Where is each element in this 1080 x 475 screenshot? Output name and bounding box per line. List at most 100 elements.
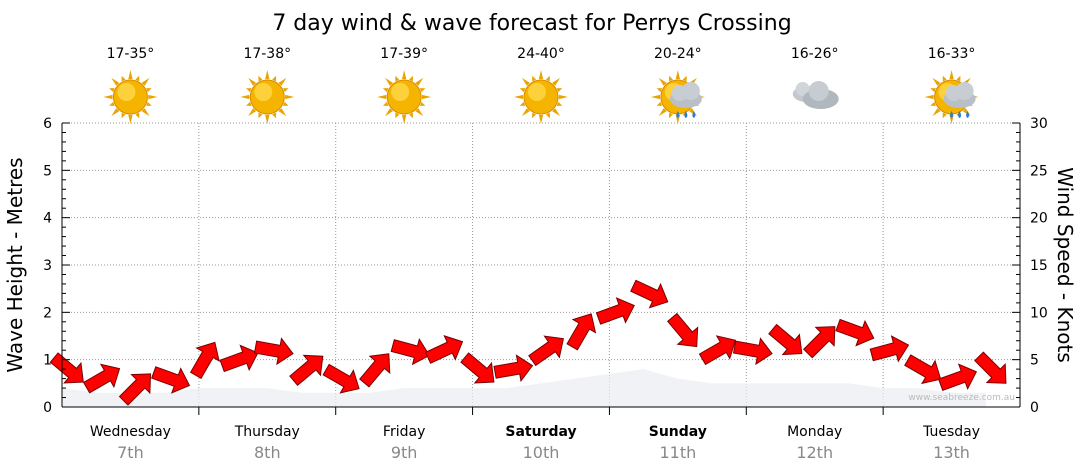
sun-ray: [658, 77, 667, 86]
wind-arrow: [937, 363, 978, 392]
sun-ray: [258, 112, 263, 119]
wind-arrow-shape: [937, 363, 978, 392]
sunny-icon: [103, 70, 158, 124]
right-tick-label: 0: [1030, 400, 1039, 416]
wind-arrow-shape: [493, 354, 534, 383]
sun-ray: [401, 70, 407, 80]
rain-drop-icon: [950, 111, 954, 118]
cloudy-icon: [792, 81, 839, 109]
sun-ray: [956, 75, 961, 82]
sun-ray: [519, 101, 526, 106]
sun-ray: [395, 112, 400, 119]
sunny-icon: [514, 70, 568, 124]
sun-ray: [128, 70, 133, 80]
sun-ray: [669, 75, 674, 82]
wind-arrow-shape: [460, 352, 495, 384]
sun-ray: [532, 75, 537, 82]
sun-ray: [538, 70, 544, 80]
sun-ray: [265, 114, 270, 124]
sun-ray: [246, 88, 252, 93]
left-tick-label: 4: [43, 211, 52, 227]
sun-ray: [248, 108, 257, 117]
date-label: 13th: [933, 443, 970, 462]
wind-arrow: [49, 352, 84, 384]
wind-arrow: [118, 373, 152, 406]
sun-ray: [675, 114, 681, 124]
sun-ray: [278, 108, 287, 117]
wind-arrow: [460, 352, 495, 384]
watermark: www.seabreeze.com.au: [908, 393, 1015, 403]
wind-arrow-shape: [732, 337, 773, 366]
wind-arrow-shape: [974, 351, 1007, 384]
wind-arrow: [974, 351, 1007, 384]
sun-highlight: [117, 83, 136, 101]
day-label: Friday: [383, 424, 425, 440]
sun-ray: [146, 101, 152, 106]
cloud-part: [795, 82, 810, 96]
sun-ray: [395, 75, 400, 82]
sun-ray: [109, 101, 115, 106]
sun-ray: [942, 75, 947, 82]
sun-highlight: [254, 83, 273, 101]
wind-arrow-shape: [835, 318, 875, 347]
sun-ray: [949, 70, 954, 80]
sun-ray: [942, 112, 947, 119]
wind-arrow: [566, 313, 597, 351]
sun-ray: [246, 101, 252, 106]
sunny-icon: [240, 70, 295, 124]
sun-ray: [141, 108, 150, 117]
sun-ray: [382, 88, 389, 93]
sun-ray: [932, 77, 941, 86]
wind-arrow-shape: [253, 337, 294, 366]
cloud-icon: [792, 81, 839, 109]
right-tick-label: 20: [1030, 211, 1048, 227]
right-axis-title: Wind Speed - Knots: [1053, 167, 1077, 363]
wave-height-area: [62, 369, 986, 407]
right-tick-label: 15: [1030, 258, 1048, 274]
sun-ray: [656, 101, 663, 106]
wind-arrow: [698, 335, 737, 366]
wind-arrow-shape: [118, 373, 152, 406]
wind-arrow-shape: [904, 354, 942, 385]
wind-arrow: [904, 354, 942, 385]
wind-arrow-shape: [424, 335, 464, 364]
wind-arrow-shape: [49, 352, 84, 384]
temperature-label: 17-35°: [107, 46, 155, 62]
wind-arrow-shape: [322, 363, 360, 394]
temperature-label: 24-40°: [517, 46, 565, 62]
day-label: Tuesday: [922, 424, 980, 440]
sun-ray: [377, 94, 387, 100]
sun-ray: [128, 114, 133, 124]
temperature-label: 17-38°: [243, 46, 291, 62]
wind-arrow-shape: [666, 312, 699, 348]
left-tick-label: 2: [43, 305, 52, 321]
day-label: Sunday: [649, 424, 707, 440]
wind-arrow-shape: [869, 335, 910, 363]
sun-ray: [111, 77, 120, 86]
sun-ray: [422, 94, 432, 100]
wind-arrow: [289, 354, 324, 387]
day-label: Wednesday: [90, 424, 171, 440]
sun-ray: [682, 75, 687, 82]
left-tick-label: 3: [43, 258, 52, 274]
day-label: Saturday: [505, 424, 576, 440]
wind-arrow: [424, 335, 464, 364]
sun-ray: [415, 108, 424, 117]
left-tick-label: 1: [43, 353, 52, 369]
sun-ray: [521, 108, 530, 117]
wind-arrow: [732, 337, 773, 366]
sun-ray: [278, 77, 287, 86]
wind-arrow: [835, 318, 875, 347]
sun-ray: [419, 88, 426, 93]
right-tick-label: 25: [1030, 163, 1048, 179]
sun-ray: [272, 75, 277, 82]
sun-ray: [675, 70, 681, 80]
wind-arrow: [768, 323, 803, 356]
sun-ray: [121, 75, 126, 82]
sun-ray: [415, 77, 424, 86]
sun-cloud-rain-icon: [650, 70, 705, 124]
chart-title: 7 day wind & wave forecast for Perrys Cr…: [272, 11, 791, 36]
sun-ray: [924, 94, 934, 100]
sun-ray: [419, 101, 426, 106]
wind-arrow: [666, 312, 699, 348]
